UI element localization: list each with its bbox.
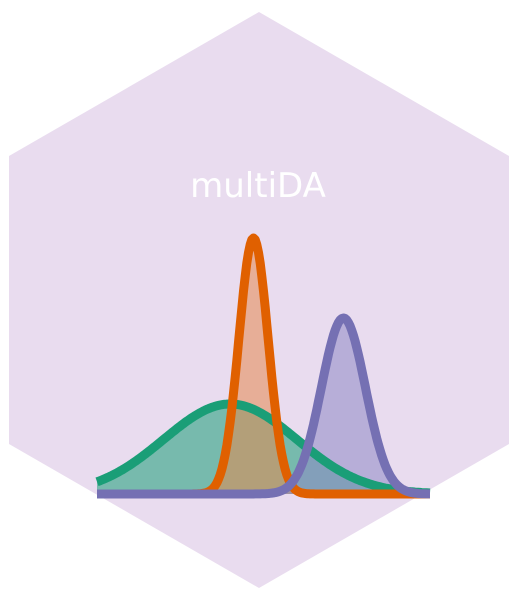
logo-title: multiDA (190, 166, 326, 206)
green-density-line (94, 399, 433, 498)
purple-density-line (94, 313, 433, 499)
purple-density-fill (97, 318, 430, 494)
orange-density-fill (97, 238, 430, 494)
density-curves (94, 233, 433, 499)
